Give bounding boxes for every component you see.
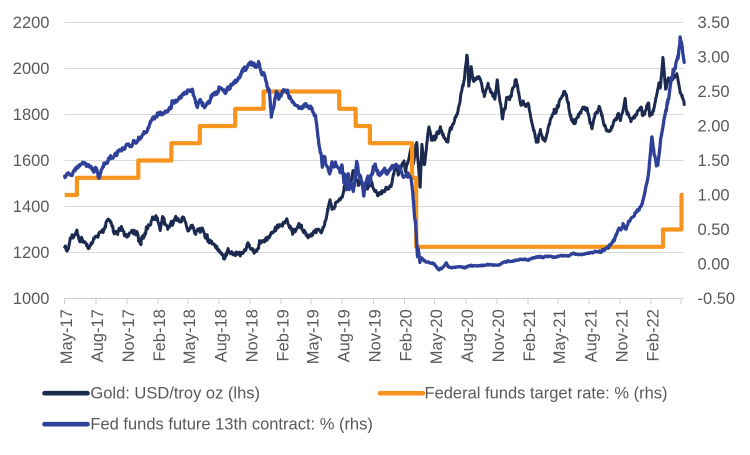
svg-text:0.00: 0.00 xyxy=(698,256,730,274)
svg-text:Aug-20: Aug-20 xyxy=(459,309,477,362)
svg-text:-0.50: -0.50 xyxy=(698,290,736,308)
svg-text:Fed funds future 13th contract: Fed funds future 13th contract: % (rhs) xyxy=(90,416,372,434)
svg-text:Nov-18: Nov-18 xyxy=(243,309,261,362)
svg-text:May-19: May-19 xyxy=(304,309,322,364)
svg-text:Nov-20: Nov-20 xyxy=(490,309,508,362)
svg-text:Nov-17: Nov-17 xyxy=(120,309,138,362)
svg-text:1.00: 1.00 xyxy=(698,187,730,205)
svg-text:2000: 2000 xyxy=(13,60,50,78)
svg-text:Aug-19: Aug-19 xyxy=(336,309,354,362)
svg-text:May-18: May-18 xyxy=(181,309,199,364)
svg-text:Gold: USD/troy oz (lhs): Gold: USD/troy oz (lhs) xyxy=(90,385,260,403)
svg-text:Aug-21: Aug-21 xyxy=(582,309,600,362)
svg-text:May-20: May-20 xyxy=(428,309,446,364)
svg-text:Feb-18: Feb-18 xyxy=(151,309,169,361)
svg-text:1.50: 1.50 xyxy=(698,152,730,170)
svg-text:Feb-21: Feb-21 xyxy=(521,309,539,361)
svg-text:Nov-19: Nov-19 xyxy=(367,309,385,362)
svg-text:2200: 2200 xyxy=(13,14,50,32)
svg-text:0.50: 0.50 xyxy=(698,221,730,239)
svg-text:Feb-19: Feb-19 xyxy=(274,309,292,361)
svg-text:Aug-17: Aug-17 xyxy=(89,309,107,362)
svg-text:2.50: 2.50 xyxy=(698,83,730,101)
svg-text:1200: 1200 xyxy=(13,244,50,262)
svg-text:3.50: 3.50 xyxy=(698,14,730,32)
svg-text:May-17: May-17 xyxy=(58,309,76,364)
svg-text:Aug-18: Aug-18 xyxy=(212,309,230,362)
svg-text:2.00: 2.00 xyxy=(698,118,730,136)
svg-text:1800: 1800 xyxy=(13,106,50,124)
svg-text:May-21: May-21 xyxy=(551,309,569,364)
svg-text:1400: 1400 xyxy=(13,198,50,216)
svg-text:3.00: 3.00 xyxy=(698,49,730,67)
svg-text:Feb-22: Feb-22 xyxy=(644,309,662,361)
svg-text:Federal funds target rate: % (: Federal funds target rate: % (rhs) xyxy=(425,385,668,403)
svg-text:Nov-21: Nov-21 xyxy=(613,309,631,362)
svg-text:1600: 1600 xyxy=(13,152,50,170)
svg-text:1000: 1000 xyxy=(13,290,50,308)
svg-text:Feb-20: Feb-20 xyxy=(398,309,416,361)
